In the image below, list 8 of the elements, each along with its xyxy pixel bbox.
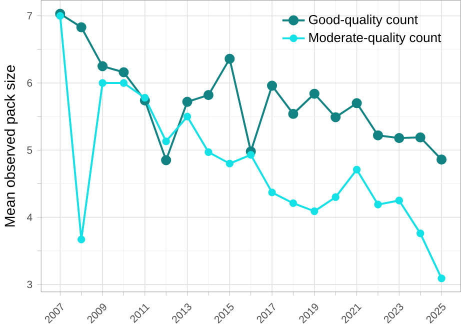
legend-label: Moderate-quality count bbox=[309, 32, 442, 45]
y-tick-label: 5 bbox=[27, 146, 32, 154]
y-tick-label: 6 bbox=[27, 79, 32, 87]
y-tick-label: 7 bbox=[27, 12, 32, 20]
y-axis-title: Mean observed pack size bbox=[4, 65, 18, 226]
y-tick-label: 3 bbox=[27, 280, 32, 288]
legend-label: Good-quality count bbox=[308, 14, 418, 27]
y-tick-label: 4 bbox=[26, 214, 32, 221]
